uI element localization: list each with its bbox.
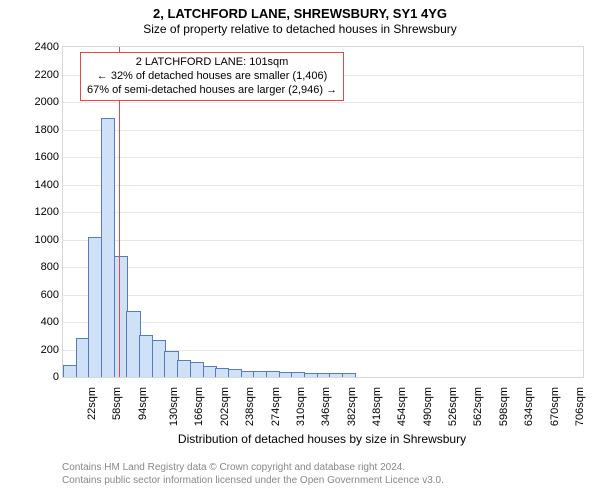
gridline	[63, 322, 583, 323]
x-axis-label: Distribution of detached houses by size …	[62, 432, 582, 446]
y-tick-label: 1200	[35, 206, 63, 218]
x-tick-label: 490sqm	[422, 387, 434, 426]
gridline	[63, 240, 583, 241]
y-tick-label: 2200	[35, 69, 63, 81]
footer-line-2: Contains public sector information licen…	[62, 475, 444, 488]
y-tick-label: 1600	[35, 151, 63, 163]
x-tick-label: 94sqm	[137, 387, 149, 420]
x-tick-label: 166sqm	[194, 387, 206, 426]
x-tick-label: 274sqm	[270, 387, 282, 426]
gridline	[63, 267, 583, 268]
y-tick-label: 1800	[35, 124, 63, 136]
gridline	[63, 157, 583, 158]
x-tick-label: 598sqm	[498, 387, 510, 426]
x-tick-label: 382sqm	[346, 387, 358, 426]
x-tick-label: 454sqm	[397, 387, 409, 426]
x-tick-label: 202sqm	[219, 387, 231, 426]
y-tick-label: 1400	[35, 179, 63, 191]
footer-line-1: Contains HM Land Registry data © Crown c…	[62, 462, 444, 475]
x-tick-label: 634sqm	[523, 387, 535, 426]
y-tick-label: 600	[41, 289, 63, 301]
x-tick-label: 130sqm	[168, 387, 180, 426]
gridline	[63, 185, 583, 186]
gridline	[63, 212, 583, 213]
annotation-line-1: 2 LATCHFORD LANE: 101sqm	[87, 56, 337, 70]
x-tick-label: 562sqm	[473, 387, 485, 426]
annotation-line-3: 67% of semi-detached houses are larger (…	[87, 84, 337, 98]
annotation-box: 2 LATCHFORD LANE: 101sqm ← 32% of detach…	[80, 52, 344, 101]
y-tick-label: 1000	[35, 234, 63, 246]
x-tick-label: 418sqm	[371, 387, 383, 426]
x-tick-label: 670sqm	[549, 387, 561, 426]
gridline	[63, 295, 583, 296]
x-tick-label: 526sqm	[447, 387, 459, 426]
x-tick-label: 310sqm	[295, 387, 307, 426]
y-tick-label: 2000	[35, 96, 63, 108]
x-tick-label: 58sqm	[111, 387, 123, 420]
histogram-bar	[342, 373, 356, 377]
x-tick-label: 238sqm	[244, 387, 256, 426]
footer-attribution: Contains HM Land Registry data © Crown c…	[62, 462, 444, 487]
y-tick-label: 400	[41, 316, 63, 328]
y-tick-label: 0	[53, 371, 63, 383]
y-tick-label: 2400	[35, 41, 63, 53]
y-tick-label: 200	[41, 344, 63, 356]
y-tick-label: 800	[41, 261, 63, 273]
annotation-line-2: ← 32% of detached houses are smaller (1,…	[87, 70, 337, 84]
gridline	[63, 102, 583, 103]
x-tick-label: 346sqm	[320, 387, 332, 426]
page-subtitle: Size of property relative to detached ho…	[0, 22, 600, 38]
x-tick-label: 22sqm	[86, 387, 98, 420]
gridline	[63, 130, 583, 131]
x-tick-label: 706sqm	[574, 387, 586, 426]
page-title: 2, LATCHFORD LANE, SHREWSBURY, SY1 4YG	[0, 0, 600, 22]
